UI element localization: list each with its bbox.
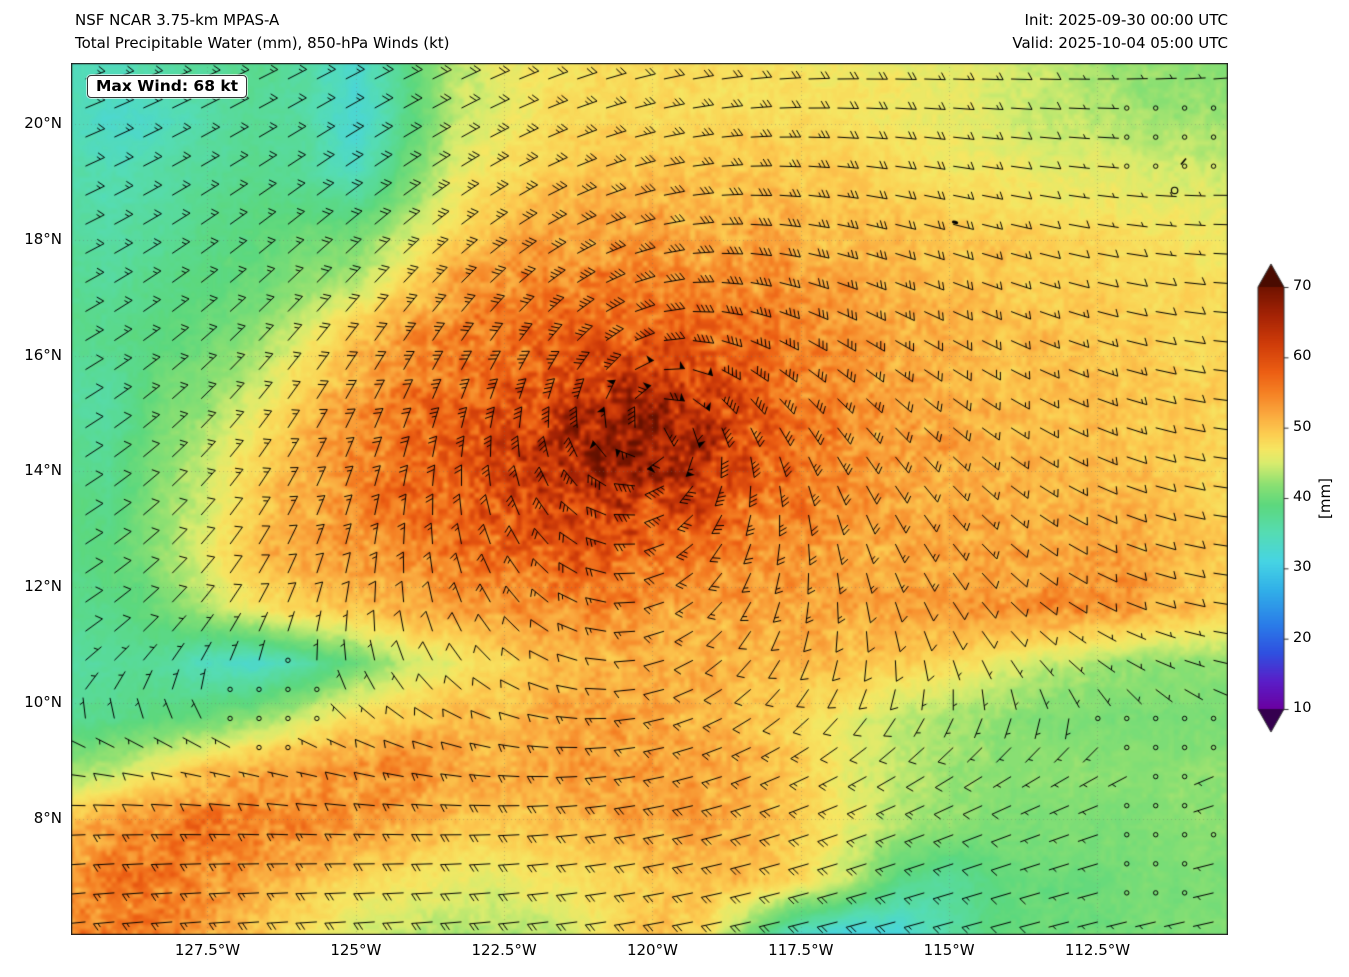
time-block: Init: 2025-09-30 00:00 UTC Valid: 2025-1… [1012,9,1228,55]
colorbar-tick-label: 60 [1293,348,1312,365]
x-tick-label: 120°W [626,941,678,959]
colorbar-tick-label: 40 [1293,489,1312,505]
colorbar-tick-label: 30 [1293,559,1312,576]
x-tick-label: 127.5°W [174,941,241,959]
field-title: Total Precipitable Water (mm), 850-hPa W… [75,34,450,52]
colorbar-tick-label: 50 [1293,418,1312,435]
colorbar-gradient [1250,258,1294,758]
y-tick-label: 8°N [33,809,62,828]
max-wind-badge: Max Wind: 68 kt [87,75,248,98]
colorbar-tick-label: 10 [1293,700,1312,716]
model-title: NSF NCAR 3.75-km MPAS-A [75,11,280,29]
y-tick-label: 14°N [24,461,62,480]
valid-time: Valid: 2025-10-04 05:00 UTC [1012,34,1228,52]
y-tick-label: 12°N [24,577,62,596]
colorbar-tick-label: 70 [1293,278,1312,294]
y-tick-label: 16°N [24,345,62,364]
map-area: Max Wind: 68 kt [71,63,1228,935]
colorbar [1250,258,1349,758]
colorbar-tick-label: 20 [1293,629,1312,646]
colorbar-label: [mm] [1316,478,1334,519]
y-tick-label: 10°N [24,693,62,712]
x-tick-label: 122.5°W [471,941,537,959]
title-block: NSF NCAR 3.75-km MPAS-A Total Precipitab… [75,9,450,55]
x-tick-label: 117.5°W [768,941,834,959]
init-time: Init: 2025-09-30 00:00 UTC [1024,11,1228,29]
y-tick-label: 20°N [24,113,62,132]
x-tick-label: 112.5°W [1064,941,1131,959]
y-tick-label: 18°N [24,229,62,248]
x-tick-label: 115°W [923,941,975,959]
tpw-wind-canvas [71,63,1228,935]
x-tick-label: 125°W [330,941,382,959]
